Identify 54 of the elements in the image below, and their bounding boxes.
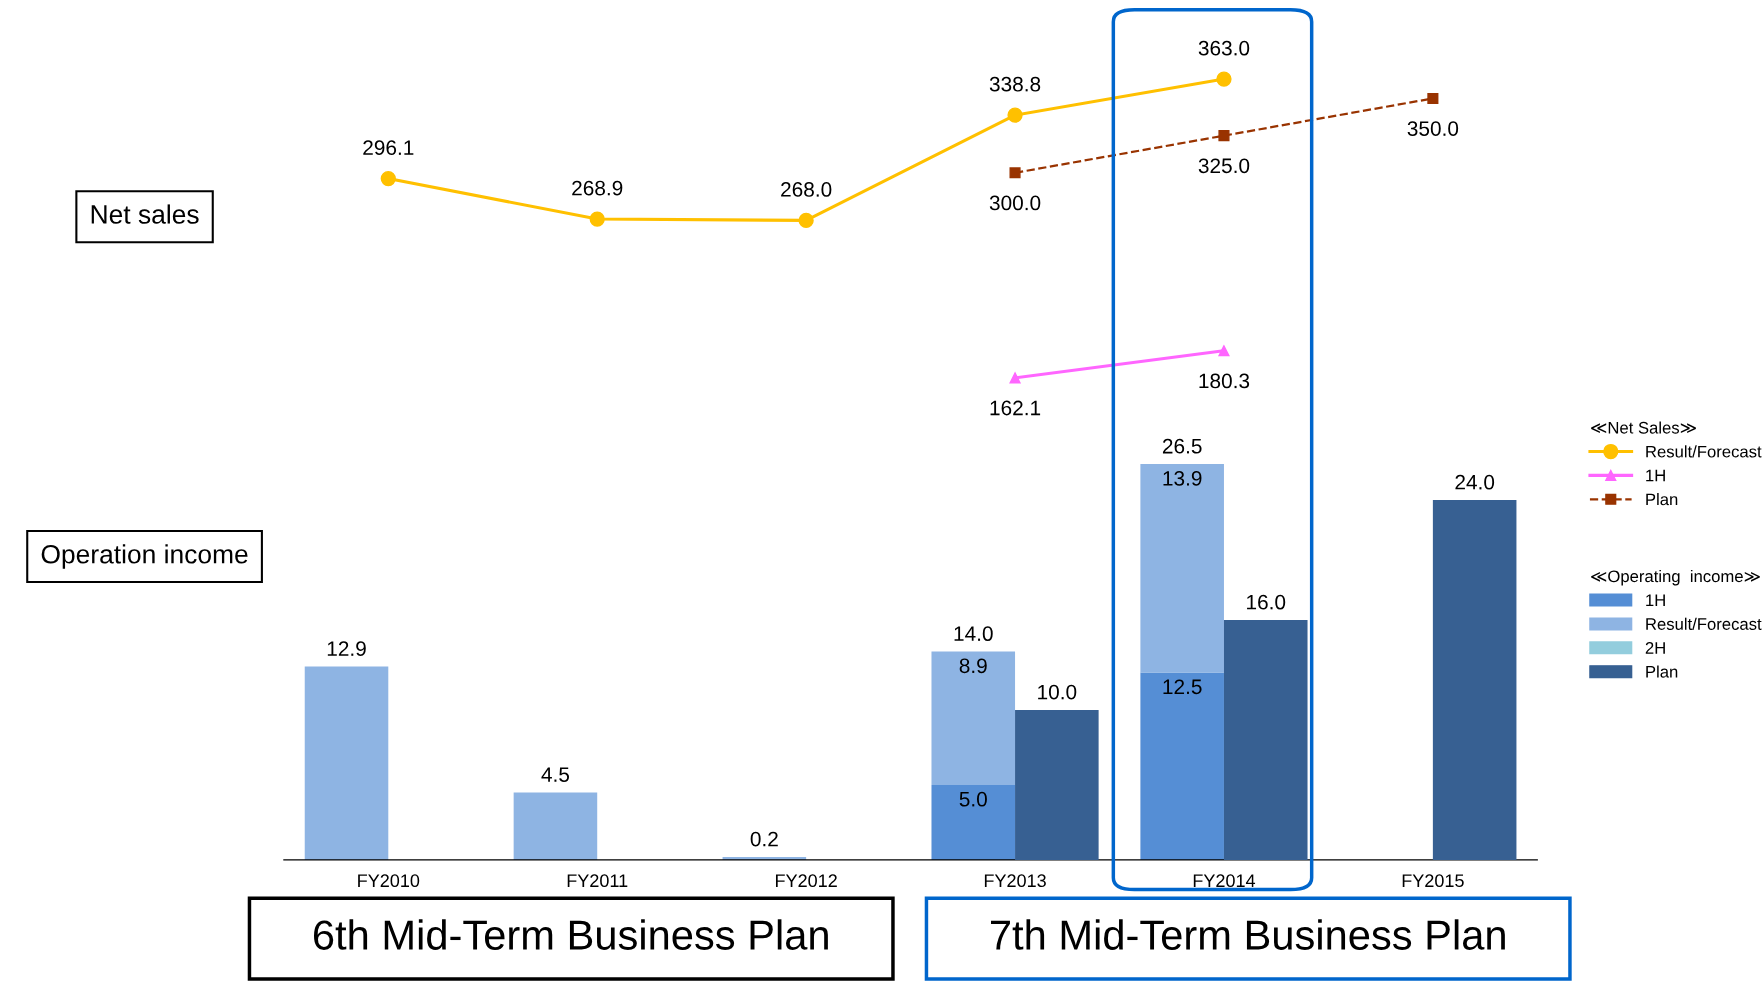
point (1009, 167, 1021, 179)
data-label: 325.0 (1198, 158, 1250, 174)
legend-label: 1H (1646, 469, 1665, 482)
point (1007, 107, 1023, 123)
legend-title: ≪Net Sales≫ (1591, 421, 1696, 434)
data-label: 162.1 (990, 400, 1041, 416)
legend-label: 1H (1646, 594, 1665, 606)
point (1009, 372, 1021, 384)
x-tick-label: FY2010 (358, 874, 420, 888)
point (1427, 92, 1439, 105)
point (1216, 71, 1232, 87)
x-tick-label: FY2014 (1193, 874, 1256, 888)
legend-title: ≪Operating income≫ (1591, 569, 1760, 586)
data-label: 8.9 (959, 658, 987, 674)
total-label: 12.9 (327, 641, 366, 657)
bar (304, 666, 389, 860)
total-label: 4.5 (541, 767, 570, 782)
data-label: 268.0 (781, 182, 832, 197)
text: 7th Mid-Term Business Plan (991, 919, 1505, 950)
total-label: 0.2 (750, 831, 778, 847)
text: 6th Mid-Term Business Plan (313, 919, 828, 950)
point (798, 212, 814, 229)
text: Net sales (91, 204, 199, 224)
total-label: 26.5 (1162, 438, 1202, 454)
total-label: 14.0 (954, 626, 993, 642)
point (1218, 130, 1230, 142)
bar (513, 792, 598, 860)
data-label: 12.5 (1163, 679, 1202, 695)
text: Operation income (41, 544, 248, 569)
x-tick-label: FY2012 (776, 874, 837, 888)
legend-label: Result/Forecast (1646, 445, 1762, 458)
legend-label: Plan (1646, 665, 1678, 678)
bar (1140, 464, 1224, 673)
data-label: 363.0 (1198, 40, 1250, 56)
x-tick-label: FY2013 (984, 874, 1046, 888)
data-label: 10.0 (1038, 684, 1077, 700)
data-label: 16.0 (1247, 594, 1286, 610)
data-label: 24.0 (1455, 474, 1495, 490)
legend-label: Result/Forecast (1646, 617, 1762, 630)
data-label: 5.0 (959, 791, 987, 807)
legend-label: 2H (1645, 642, 1665, 654)
point (1218, 345, 1230, 357)
x-tick-label: FY2015 (1402, 874, 1464, 888)
data-label: 350.0 (1407, 121, 1459, 136)
data-label: 268.9 (572, 180, 623, 196)
data-label: 13.9 (1163, 470, 1202, 486)
data-label: 296.1 (363, 140, 414, 156)
point (589, 211, 605, 227)
point (380, 170, 396, 187)
x-tick-label: FY2011 (567, 874, 628, 888)
legend-label: Plan (1646, 493, 1678, 506)
data-label: 300.0 (989, 195, 1041, 211)
data-label: 180.3 (1199, 373, 1250, 389)
data-label: 338.8 (989, 76, 1041, 92)
